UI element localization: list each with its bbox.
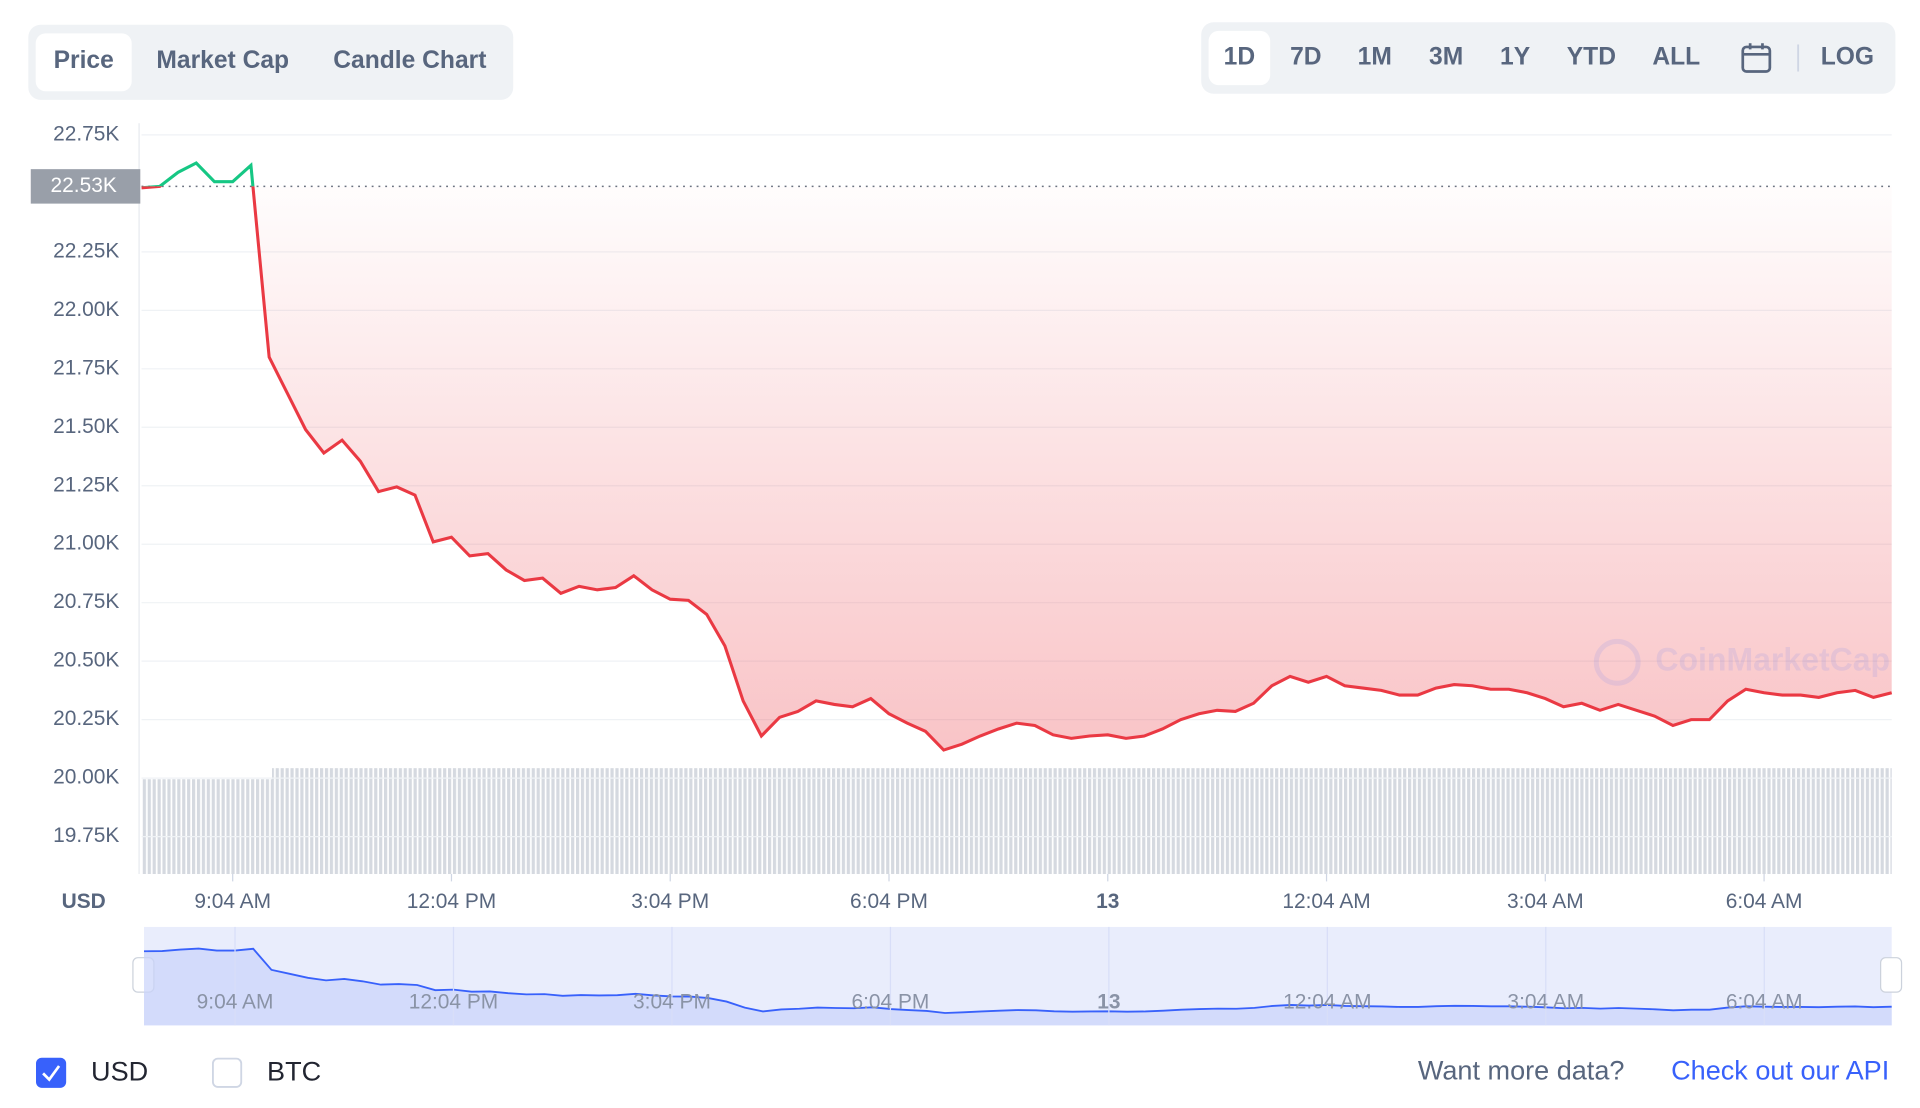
checkbox-label: USD (91, 1056, 148, 1087)
area-fill (141, 186, 1892, 751)
y-tick-label: 21.00K (53, 532, 119, 555)
tab[interactable]: Price (54, 47, 114, 74)
log-toggle[interactable]: LOG (1821, 44, 1874, 71)
active-range (1208, 30, 1271, 86)
range-button[interactable]: 7D (1290, 44, 1321, 71)
api-prompt: Want more data? (1418, 1054, 1625, 1085)
navigator-label: 6:04 AM (1726, 991, 1803, 1014)
navigator-line (143, 947, 1892, 1014)
y-tick-label: 21.50K (53, 415, 119, 438)
y-axis-label: USD (62, 890, 106, 913)
x-tick-label: 3:04 AM (1507, 890, 1584, 913)
x-tick-label: 12:04 AM (1282, 890, 1370, 913)
checkbox-label: BTC (267, 1056, 321, 1087)
navigator-label: 12:04 AM (1283, 991, 1371, 1014)
navigator-handle[interactable] (1880, 957, 1903, 993)
navigator-label: 3:04 AM (1507, 991, 1584, 1014)
tab[interactable]: Market Cap (156, 47, 289, 74)
volume-bars (141, 779, 272, 874)
watermark-logo (1593, 638, 1641, 686)
range-button[interactable]: 1Y (1500, 44, 1531, 71)
y-tick-label: 21.75K (53, 356, 119, 379)
navigator-label: 13 (1097, 991, 1120, 1014)
calendar-icon[interactable] (1741, 43, 1772, 73)
y-tick-label: 22.25K (53, 239, 119, 262)
range-button[interactable]: 3M (1429, 44, 1463, 71)
tab-group (28, 24, 514, 100)
navigator-label: 9:04 AM (197, 991, 274, 1014)
y-tick-label: 22.75K (53, 122, 119, 145)
active-tab (35, 33, 132, 92)
watermark: CoinMarketCap (1655, 642, 1890, 678)
checkbox[interactable] (212, 1057, 243, 1088)
y-tick-label: 21.25K (53, 473, 119, 496)
range-group (1201, 22, 1896, 94)
checkmark (42, 1065, 61, 1082)
x-tick-label: 3:04 PM (631, 890, 709, 913)
x-tick-label: 13 (1096, 890, 1119, 913)
api-link[interactable]: Check out our API (1671, 1054, 1889, 1085)
current-price-box (30, 169, 141, 204)
y-tick-label: 20.00K (53, 766, 119, 789)
navigator-label: 6:04 PM (851, 991, 929, 1014)
range-button[interactable]: 1D (1224, 44, 1255, 71)
y-tick-label: 20.50K (53, 649, 119, 672)
current-price-label: 22.53K (51, 174, 117, 197)
range-button[interactable]: 1M (1358, 44, 1392, 71)
x-tick-label: 6:04 AM (1726, 890, 1803, 913)
price-line (141, 186, 1893, 752)
navigator-label: 3:04 PM (633, 991, 711, 1014)
checkbox[interactable] (36, 1057, 67, 1088)
navigator-label: 12:04 PM (409, 991, 499, 1014)
x-tick-label: 6:04 PM (850, 890, 928, 913)
y-tick-label: 19.75K (53, 824, 119, 847)
tab[interactable]: Candle Chart (333, 47, 486, 74)
y-tick-label: 20.25K (53, 707, 119, 730)
x-tick-label: 9:04 AM (194, 890, 271, 913)
range-button[interactable]: YTD (1567, 44, 1616, 71)
range-button[interactable]: ALL (1652, 44, 1700, 71)
y-tick-label: 22.00K (53, 298, 119, 321)
y-tick-label: 20.75K (53, 590, 119, 613)
volume-bars (272, 768, 1892, 874)
x-tick-label: 12:04 PM (407, 890, 497, 913)
